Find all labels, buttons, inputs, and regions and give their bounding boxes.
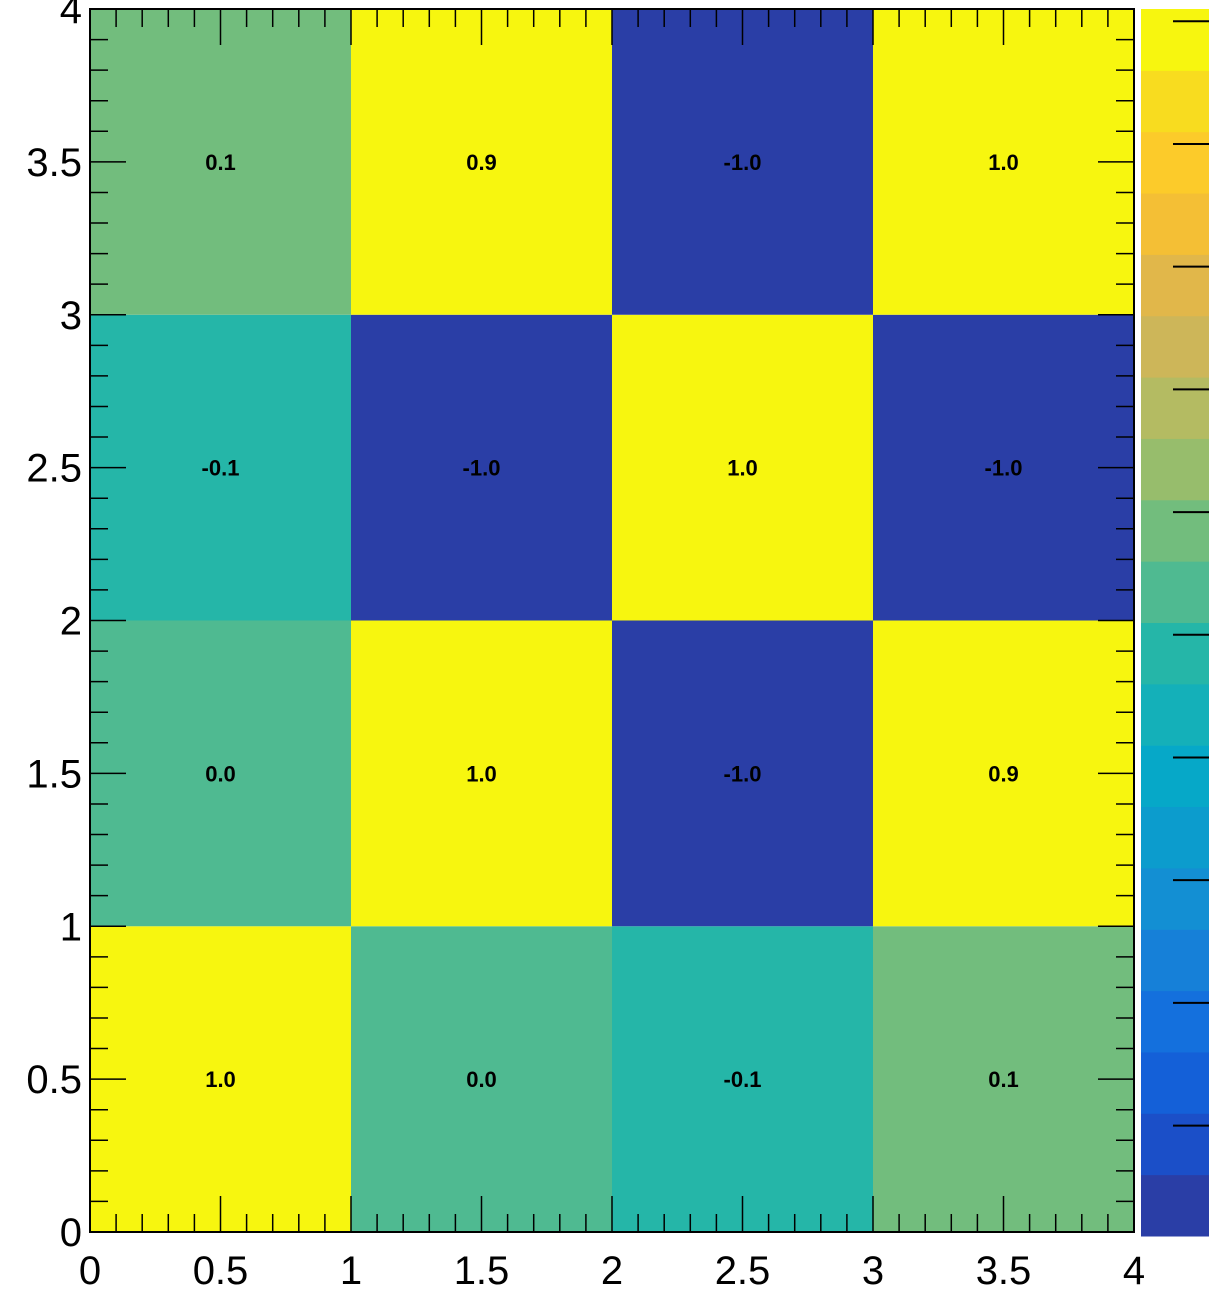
cell-labels-layer: 1.0 0.0 -0.1 0.1 0.0 1.0 -1.0 0.9 -0.1 -1.0 1.0 -1.… — [202, 150, 1023, 1092]
y-tick-label: 2 — [60, 600, 82, 644]
x-tick-label: 2.5 — [715, 1249, 771, 1293]
cell-value-label: 1.0 — [727, 456, 758, 481]
colorbar-segment — [1141, 929, 1209, 992]
cell-value-label: 0.0 — [466, 1067, 497, 1092]
x-tick-label: 2 — [601, 1249, 623, 1293]
heatmap-cell-r0-c3 — [873, 926, 1134, 1232]
colorbar-segment — [1141, 9, 1209, 71]
cell-value-label: 0.9 — [988, 761, 1019, 786]
colorbar-segment — [1141, 377, 1209, 439]
x-tick-label: 4 — [1123, 1249, 1145, 1293]
colorbar-segment — [1141, 438, 1209, 501]
y-tick-label: 4 — [60, 0, 82, 32]
y-tick-label: 2.5 — [26, 447, 82, 491]
color-scale-bar — [1141, 9, 1209, 1237]
colorbar-segment — [1141, 131, 1209, 194]
y-tick-label: 1 — [60, 905, 82, 949]
heatmap-cell-r3-c2 — [612, 9, 873, 315]
heatmap-cell-r2-c1 — [351, 314, 612, 621]
heatmap-cell-r3-c1 — [351, 9, 612, 315]
x-tick-label: 3 — [862, 1249, 884, 1293]
heatmap-cell-r1-c0 — [90, 620, 351, 927]
cell-value-label: 0.0 — [205, 761, 236, 786]
cell-value-label: -0.1 — [724, 1067, 762, 1092]
cell-value-label: -1.0 — [724, 761, 762, 786]
x-tick-label: 1 — [340, 1249, 362, 1293]
colorbar-segment — [1141, 806, 1209, 869]
colorbar-segment — [1141, 70, 1209, 133]
heatmap-cell-r0-c0 — [90, 926, 351, 1232]
cell-value-label: -0.1 — [202, 456, 240, 481]
heatmap-cell-r0-c1 — [351, 926, 612, 1232]
heatmap-cell-r0-c2 — [612, 926, 873, 1232]
colorbar-segment — [1141, 1051, 1209, 1114]
cell-value-label: 1.0 — [205, 1067, 236, 1092]
cell-value-label: 0.1 — [205, 150, 236, 175]
heatmap-cell-r2-c3 — [873, 314, 1134, 621]
cell-value-label: -1.0 — [463, 456, 501, 481]
x-tick-label: 0 — [79, 1249, 101, 1293]
colorbar-segment — [1141, 499, 1209, 562]
heatmap-cell-r3-c3 — [873, 9, 1134, 315]
cell-value-label: -1.0 — [985, 456, 1023, 481]
heatmap-cell-r2-c2 — [612, 314, 873, 621]
cell-value-label: 1.0 — [988, 150, 1019, 175]
colorbar-segment — [1141, 315, 1209, 378]
cell-value-label: -1.0 — [724, 150, 762, 175]
cell-value-label: 1.0 — [466, 761, 497, 786]
heatmap-cell-r1-c1 — [351, 620, 612, 927]
heatmap-cell-r1-c2 — [612, 620, 873, 927]
colorbar-segment — [1141, 683, 1209, 746]
colorbar-segment — [1141, 745, 1209, 808]
heatmap-cell-r2-c0 — [90, 314, 351, 621]
x-tick-label: 1.5 — [454, 1249, 510, 1293]
heatmap-cell-r1-c3 — [873, 620, 1134, 927]
y-tick-label: 0 — [60, 1211, 82, 1255]
x-tick-label: 0.5 — [193, 1249, 249, 1293]
colorbar-segment — [1141, 990, 1209, 1053]
colorbar-segment — [1141, 867, 1209, 930]
colorbar-segment — [1141, 1174, 1209, 1237]
heatmap-cell-r3-c0 — [90, 9, 351, 315]
cell-value-label: 0.1 — [988, 1067, 1019, 1092]
x-tick-label: 3.5 — [976, 1249, 1032, 1293]
colorbar-segment — [1141, 254, 1209, 317]
colorbar-segment — [1141, 1113, 1209, 1176]
cell-value-label: 0.9 — [466, 150, 497, 175]
y-tick-label: 3.5 — [26, 141, 82, 185]
plot-frame — [89, 8, 1135, 1233]
axis-labels-layer: 0 0.5 1 1.5 2 2.5 3 3.5 4 0 0.5 1 1.5 2 2.5 3 3.5 4 — [26, 0, 1145, 1293]
colorbar-segment — [1141, 193, 1209, 255]
colorbar-segment — [1141, 561, 1209, 623]
y-tick-label: 1.5 — [26, 752, 82, 796]
cells-layer — [90, 9, 1134, 1232]
y-tick-label: 3 — [60, 294, 82, 338]
y-tick-label: 0.5 — [26, 1058, 82, 1102]
colorbar-segment — [1141, 622, 1209, 685]
